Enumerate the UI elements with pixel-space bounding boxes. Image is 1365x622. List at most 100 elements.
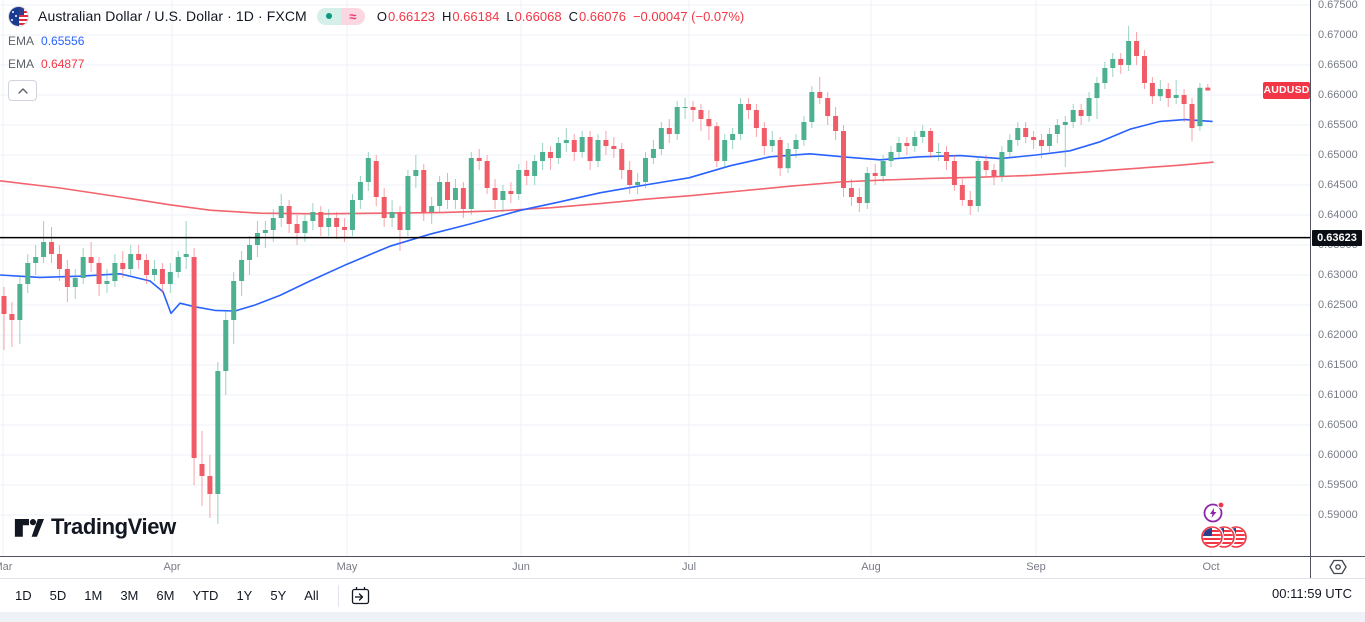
candle-body <box>1086 98 1092 116</box>
candle-body <box>928 131 934 152</box>
candle-body <box>429 206 435 212</box>
candle-body <box>373 161 379 197</box>
candle-body <box>1023 128 1029 137</box>
range-button-3m[interactable]: 3M <box>120 588 139 603</box>
candle-body <box>349 200 355 230</box>
price-tick-label: 0.59000 <box>1318 509 1358 521</box>
candle-body <box>452 188 458 200</box>
price-tick-label: 0.66000 <box>1318 89 1358 101</box>
gear-icon <box>1329 559 1347 575</box>
symbol-title[interactable]: Australian Dollar / U.S. Dollar · 1D · F… <box>38 8 307 24</box>
candle-body <box>247 245 253 260</box>
candle-body <box>508 191 514 194</box>
price-tick-label: 0.62500 <box>1318 299 1358 311</box>
range-button-1y[interactable]: 1Y <box>236 588 253 603</box>
candle-body <box>967 200 973 206</box>
axis-settings-button[interactable] <box>1329 559 1347 575</box>
candle-body <box>516 170 522 194</box>
tradingview-logo[interactable]: TradingView <box>14 514 176 540</box>
candle-body <box>96 263 102 284</box>
candle-body <box>286 206 292 224</box>
symbol-row[interactable]: Australian Dollar / U.S. Dollar · 1D · F… <box>8 5 744 27</box>
candle-body <box>603 140 609 146</box>
price-tick-label: 0.67000 <box>1318 29 1358 41</box>
candle-body <box>1046 134 1052 146</box>
indicator-row-ema-slow[interactable]: EMA 0.64877 <box>8 55 744 72</box>
candle-body <box>745 104 751 110</box>
candle-body <box>920 131 926 137</box>
toolbar-divider <box>337 584 339 607</box>
candle-body <box>1015 128 1021 140</box>
candle-body <box>769 140 775 146</box>
price-chart[interactable] <box>0 0 1310 556</box>
candle-body <box>80 257 86 278</box>
economic-event-icon[interactable] <box>1203 501 1225 523</box>
go-to-date-button[interactable] <box>349 584 373 608</box>
candle-body <box>262 230 268 233</box>
candle-body <box>239 260 245 281</box>
candle-body <box>1134 41 1140 56</box>
candle-body <box>1205 87 1211 91</box>
time-axis[interactable]: Mar Apr May Jun Jul Aug Sep Oct <box>0 556 1365 578</box>
candle-body <box>706 119 712 127</box>
price-tick-label: 0.64000 <box>1318 209 1358 221</box>
range-button-5d[interactable]: 5D <box>49 588 67 603</box>
candle-body <box>698 110 704 119</box>
candle-body <box>722 140 728 161</box>
candle-body <box>912 137 918 146</box>
candle-body <box>888 152 894 161</box>
candle-body <box>405 176 411 230</box>
price-tick-label: 0.62000 <box>1318 329 1358 341</box>
range-button-5y[interactable]: 5Y <box>270 588 287 603</box>
candle-body <box>183 254 189 257</box>
month-label-jul: Jul <box>681 561 697 573</box>
candle-body <box>1165 89 1171 98</box>
candle-body <box>1189 104 1195 128</box>
flag-event-icon[interactable] <box>1200 525 1224 549</box>
candle-body <box>17 284 23 320</box>
ema-line[interactable] <box>0 118 1213 315</box>
candle-body <box>682 107 688 108</box>
candle-body <box>381 197 387 218</box>
collapse-legend-button[interactable] <box>8 80 37 101</box>
candle-body <box>1141 56 1147 83</box>
candle-body <box>690 107 696 110</box>
indicator-row-ema-fast[interactable]: EMA 0.65556 <box>8 32 744 49</box>
month-label-jun: Jun <box>512 561 530 573</box>
candle-body <box>421 170 427 212</box>
candle-body <box>310 212 316 221</box>
candle-body <box>365 158 371 182</box>
candle-body <box>1197 87 1203 127</box>
candle-body <box>801 122 807 140</box>
candle-body <box>880 161 886 176</box>
candle-body <box>524 170 530 176</box>
candle-body <box>1126 41 1132 65</box>
candle-body <box>951 161 957 185</box>
candle-body <box>904 143 910 146</box>
candle-body <box>825 98 831 116</box>
candle-body <box>1102 68 1108 83</box>
range-button-6m[interactable]: 6M <box>156 588 175 603</box>
candle-body <box>1007 140 1013 152</box>
range-button-all[interactable]: All <box>304 588 319 603</box>
utc-clock: 00:11:59 UTC <box>1272 586 1352 601</box>
tradingview-logo-text: TradingView <box>51 514 176 539</box>
candle-body <box>1118 59 1124 65</box>
candle-body <box>33 257 39 263</box>
candle-body <box>943 152 949 161</box>
price-line-label[interactable]: 0.63623 <box>1312 229 1362 246</box>
candle-body <box>571 140 577 152</box>
candle-body <box>983 161 989 170</box>
candle-body <box>864 173 870 203</box>
candle-body <box>9 314 15 320</box>
range-button-ytd[interactable]: YTD <box>192 588 219 603</box>
ema-line[interactable] <box>0 161 1214 215</box>
tradingview-logo-icon <box>14 519 44 537</box>
range-button-1d[interactable]: 1D <box>15 588 32 603</box>
candle-body <box>896 143 902 152</box>
candle-body <box>136 254 142 260</box>
price-axis[interactable]: 0.67500 0.67000 0.66500 0.66000 0.65500 0.650… <box>1310 0 1365 578</box>
candle-body <box>1054 125 1060 134</box>
range-button-1m[interactable]: 1M <box>84 588 103 603</box>
price-axis-border <box>1310 0 1311 578</box>
